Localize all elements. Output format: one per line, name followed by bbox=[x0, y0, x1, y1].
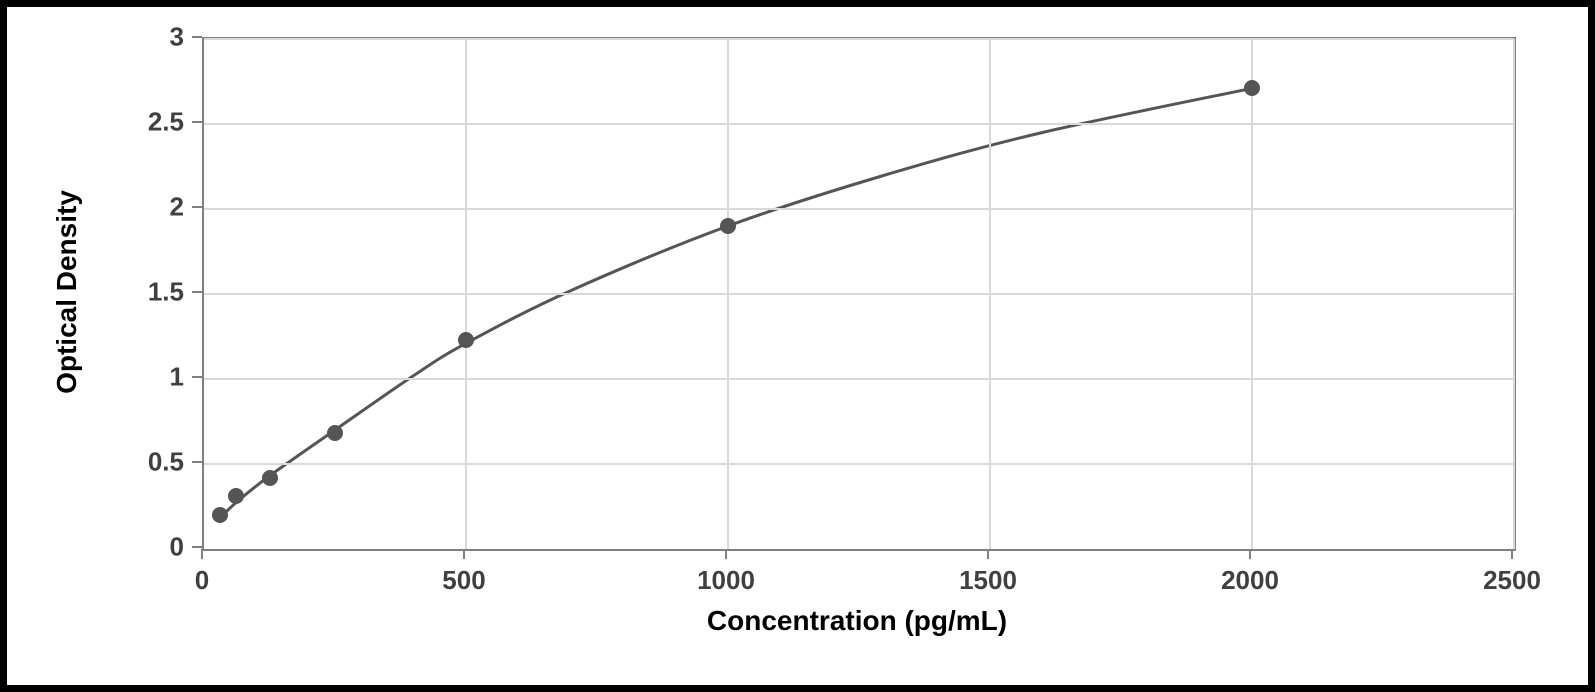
y-tick-mark bbox=[192, 376, 202, 378]
plot-area bbox=[202, 37, 1516, 551]
x-tick-label: 2000 bbox=[1221, 565, 1279, 596]
x-tick-mark bbox=[201, 549, 203, 559]
gridline-horizontal bbox=[204, 293, 1514, 295]
x-axis-label: Concentration (pg/mL) bbox=[707, 605, 1007, 637]
x-tick-mark bbox=[463, 549, 465, 559]
y-tick-label: 2 bbox=[128, 192, 184, 223]
y-tick-mark bbox=[192, 206, 202, 208]
y-tick-label: 2.5 bbox=[128, 107, 184, 138]
y-tick-mark bbox=[192, 461, 202, 463]
data-point bbox=[1244, 80, 1260, 96]
x-tick-mark bbox=[725, 549, 727, 559]
data-point bbox=[458, 332, 474, 348]
gridline-horizontal bbox=[204, 463, 1514, 465]
x-tick-label: 2500 bbox=[1483, 565, 1541, 596]
x-tick-label: 500 bbox=[442, 565, 485, 596]
data-point bbox=[327, 425, 343, 441]
y-tick-label: 0.5 bbox=[128, 447, 184, 478]
y-tick-label: 1.5 bbox=[128, 277, 184, 308]
y-tick-label: 1 bbox=[128, 362, 184, 393]
data-point bbox=[212, 507, 228, 523]
x-tick-mark bbox=[1249, 549, 1251, 559]
gridline-horizontal bbox=[204, 123, 1514, 125]
y-tick-mark bbox=[192, 291, 202, 293]
y-tick-mark bbox=[192, 121, 202, 123]
y-tick-label: 3 bbox=[128, 22, 184, 53]
data-point bbox=[720, 218, 736, 234]
data-point bbox=[262, 470, 278, 486]
y-tick-mark bbox=[192, 36, 202, 38]
y-tick-label: 0 bbox=[128, 532, 184, 563]
x-tick-label: 0 bbox=[195, 565, 209, 596]
gridline-horizontal bbox=[204, 378, 1514, 380]
x-tick-mark bbox=[987, 549, 989, 559]
x-tick-label: 1500 bbox=[959, 565, 1017, 596]
x-tick-mark bbox=[1511, 549, 1513, 559]
chart-frame: Optical Density Concentration (pg/mL) 0 5… bbox=[0, 0, 1595, 692]
y-axis-label: Optical Density bbox=[51, 190, 83, 394]
gridline-horizontal bbox=[204, 38, 1514, 40]
y-tick-mark bbox=[192, 546, 202, 548]
gridline-horizontal bbox=[204, 208, 1514, 210]
x-tick-label: 1000 bbox=[697, 565, 755, 596]
data-point bbox=[228, 488, 244, 504]
